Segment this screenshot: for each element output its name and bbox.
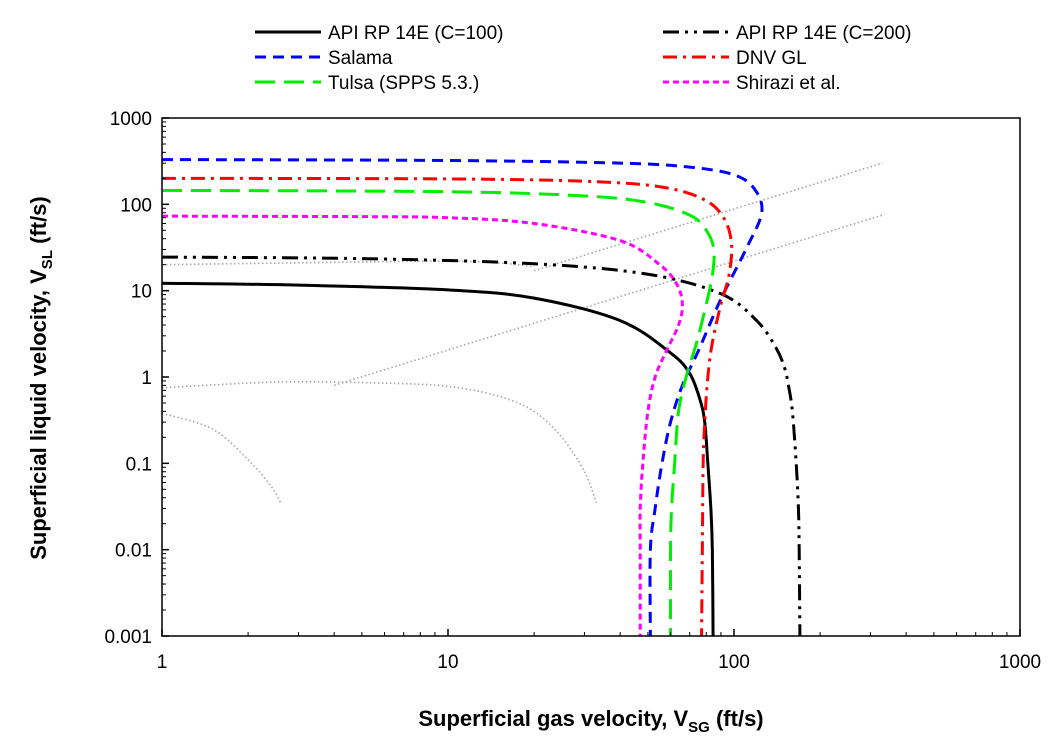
reference-curve bbox=[161, 412, 282, 504]
legend-label-3: Salama bbox=[328, 48, 393, 69]
y-tick-label: 0.01 bbox=[115, 541, 152, 562]
reference-curve bbox=[533, 162, 883, 272]
series-line-3 bbox=[161, 158, 764, 637]
legend-label-5: Tulsa (SPPS 5.3.) bbox=[328, 73, 479, 94]
plot-frame bbox=[161, 117, 1021, 637]
y-tick-label: 1 bbox=[141, 368, 152, 389]
reference-curve bbox=[161, 380, 598, 503]
legend-label-2: API RP 14E (C=200) bbox=[736, 23, 912, 44]
legend: API RP 14E (C=100) API RP 14E (C=200) Sala… bbox=[255, 23, 912, 94]
x-tick-label: 1 bbox=[157, 652, 168, 673]
plot-area bbox=[161, 158, 883, 637]
series-layer bbox=[161, 158, 802, 637]
axes: 0.001 0.01 0.1 1 10 100 1000 1 10 100 1000 bbox=[104, 109, 1041, 673]
legend-label-4: DNV GL bbox=[736, 48, 807, 69]
series-line-5 bbox=[161, 188, 716, 637]
y-tick-label: 0.001 bbox=[104, 627, 152, 648]
y-axis-title: Superficial liquid velocity, VSL (ft/s) bbox=[26, 196, 56, 560]
series-line-1 bbox=[161, 281, 715, 637]
y-tick-label: 100 bbox=[120, 195, 152, 216]
series-line-6 bbox=[161, 214, 684, 636]
x-tick-label: 10 bbox=[437, 652, 458, 673]
y-tick-label: 1000 bbox=[110, 109, 152, 130]
reference-curve bbox=[161, 260, 535, 268]
legend-label-6: Shirazi et al. bbox=[736, 73, 841, 94]
y-tick-label: 0.1 bbox=[126, 454, 152, 475]
series-line-4 bbox=[161, 176, 734, 637]
reference-curves bbox=[161, 162, 883, 504]
x-tick-label: 1000 bbox=[999, 652, 1041, 673]
y-tick-label: 10 bbox=[131, 282, 152, 303]
series-line-2 bbox=[161, 255, 802, 637]
x-tick-label: 100 bbox=[718, 652, 750, 673]
x-axis-title: Superficial gas velocity, VSG (ft/s) bbox=[418, 706, 763, 736]
reference-curve bbox=[333, 214, 883, 387]
legend-label-1: API RP 14E (C=100) bbox=[328, 23, 504, 44]
